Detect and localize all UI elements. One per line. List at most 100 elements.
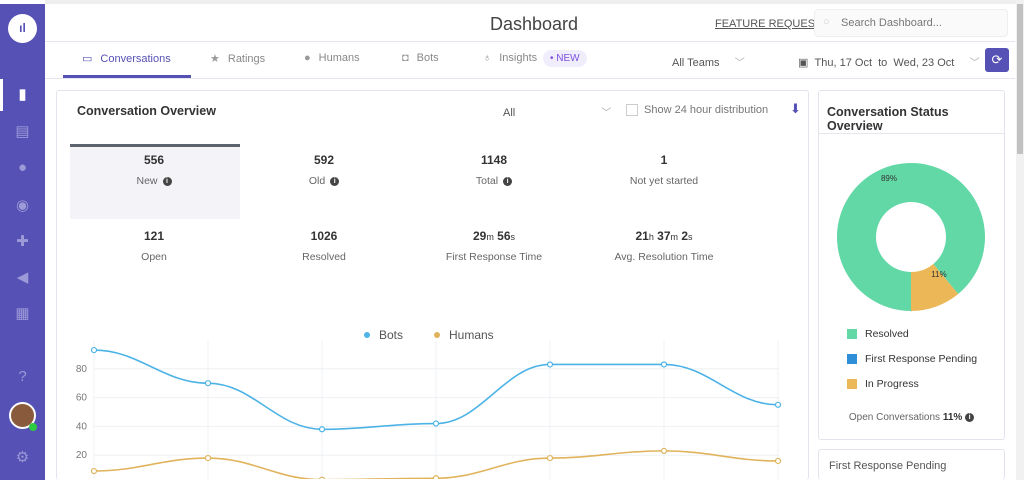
info-icon[interactable]: i: [162, 176, 172, 186]
checkbox-label: Show 24 hour distribution: [644, 104, 769, 116]
data-point[interactable]: [204, 380, 212, 387]
chevron-down-icon: ﹀: [601, 108, 612, 119]
bot-icon[interactable]: ◉: [15, 197, 30, 214]
overview-filter-select[interactable]: All ﹀: [503, 104, 611, 119]
refresh-button[interactable]: ⟳: [985, 48, 1009, 72]
stat-label: First Response Time: [410, 251, 578, 263]
scrollbar[interactable]: [1016, 0, 1024, 480]
legend-label: In Progress: [865, 378, 919, 390]
stat-resolved[interactable]: 1026 Resolved: [240, 229, 408, 263]
line-chart: 20 40 60 80 Bots Humans: [76, 328, 782, 479]
tab-humans[interactable]: ● Humans: [304, 52, 360, 64]
date-range-value: Thu, 17 Oct to Wed, 23 Oct: [814, 57, 955, 69]
divider: [45, 78, 1015, 79]
legend-label[interactable]: Humans: [449, 328, 494, 342]
settings-icon[interactable]: ⚙: [15, 449, 30, 466]
tab-insights[interactable]: ♁ Insights: [483, 52, 537, 64]
tab-conversations[interactable]: ▭ Conversations: [82, 52, 171, 65]
chevron-down-icon: ﹀: [969, 58, 980, 69]
y-tick-label: 40: [76, 421, 88, 432]
team-value: All Teams: [672, 57, 720, 69]
campaign-icon[interactable]: ◀: [16, 269, 29, 286]
data-point[interactable]: [774, 457, 782, 465]
info-icon[interactable]: i: [503, 176, 513, 186]
y-tick-label: 20: [76, 450, 88, 461]
data-point[interactable]: [204, 454, 212, 462]
team-select[interactable]: All Teams ﹀: [672, 54, 745, 69]
data-point[interactable]: [432, 420, 440, 427]
data-point[interactable]: [774, 401, 782, 408]
label-text: Old: [308, 175, 326, 187]
card-title: First Response Pending: [829, 460, 947, 472]
legend-label[interactable]: Bots: [379, 328, 403, 342]
stat-total[interactable]: 1148 Total i: [410, 153, 578, 187]
logo-icon[interactable]: ıl: [8, 14, 37, 43]
tab-ratings[interactable]: ★ Ratings: [210, 52, 265, 65]
open-value: 11%: [942, 412, 963, 423]
robot-icon: ◘: [402, 52, 409, 64]
integrations-icon[interactable]: ✚: [16, 233, 29, 250]
open-conversations: Open Conversations 11% i: [819, 412, 1004, 423]
open-label: Open Conversations: [848, 412, 941, 423]
person-icon: ●: [304, 52, 311, 64]
data-point[interactable]: [546, 361, 554, 368]
legend-swatch: [847, 354, 857, 365]
data-point[interactable]: [318, 426, 326, 433]
stat-avg-resolution-time[interactable]: 21h 37m 2s Avg. Resolution Time: [580, 229, 748, 263]
card-title: Conversation Status Overview: [827, 105, 949, 133]
divider: [45, 41, 1015, 42]
messages-icon[interactable]: ▤: [15, 123, 30, 140]
legend-label: Resolved: [865, 328, 909, 340]
stat-old[interactable]: 592 Old i: [240, 153, 408, 187]
stat-open[interactable]: 121 Open: [70, 229, 238, 263]
distribution-toggle[interactable]: Show 24 hour distribution: [626, 104, 769, 117]
data-point[interactable]: [318, 476, 326, 479]
data-point[interactable]: [660, 447, 668, 454]
stat-new[interactable]: 556 New i: [70, 153, 238, 187]
label-text: Total: [475, 175, 499, 187]
number: 21: [635, 229, 649, 243]
page-title: Dashboard: [490, 14, 579, 34]
unit: h: [648, 232, 654, 242]
legend-marker: [364, 332, 370, 338]
unit: m: [670, 232, 679, 242]
tab-label: Ratings: [227, 53, 266, 65]
scrollbar-thumb[interactable]: [1017, 4, 1023, 154]
legend-marker: [434, 332, 440, 338]
stat-first-response-time[interactable]: 29m 56s First Response Time: [410, 229, 578, 263]
checkbox[interactable]: [626, 104, 638, 117]
avatar[interactable]: [9, 402, 36, 429]
stat-not-yet-started[interactable]: 1 Not yet started: [580, 153, 748, 187]
data-point[interactable]: [90, 346, 98, 354]
date-range-picker[interactable]: ▣ Thu, 17 Oct to Wed, 23 Oct ﹀: [798, 54, 980, 69]
first-response-pending-card: First Response Pending: [818, 449, 1005, 480]
search-input[interactable]: ○ Search Dashboard...: [814, 9, 1008, 37]
users-icon[interactable]: ●: [17, 159, 28, 176]
stat-value: 556: [143, 153, 165, 167]
tab-bots[interactable]: ◘ Bots: [402, 52, 439, 64]
legend-label: First Response Pending: [865, 353, 978, 365]
slice-in-progress[interactable]: [911, 263, 959, 311]
search-icon: ○: [823, 16, 830, 28]
chevron-down-icon: ﹀: [734, 58, 745, 69]
help-icon[interactable]: ?: [18, 368, 27, 385]
docs-icon[interactable]: ▦: [15, 305, 30, 322]
info-icon[interactable]: i: [965, 412, 975, 422]
feature-request-link[interactable]: FEATURE REQUEST: [715, 18, 822, 30]
label-text: New: [136, 175, 158, 187]
data-point[interactable]: [546, 454, 554, 462]
active-tab-underline: [63, 75, 191, 78]
bulb-icon: ♁: [483, 52, 492, 64]
data-point[interactable]: [660, 361, 668, 368]
sidebar: ıl ▮ ▤ ● ◉ ✚ ◀ ▦ ? ⚙: [0, 4, 45, 480]
slice-resolved[interactable]: [837, 163, 985, 311]
download-icon[interactable]: ⬇: [790, 101, 801, 116]
tab-label: Conversations: [100, 53, 171, 65]
search-placeholder: Search Dashboard...: [841, 17, 942, 29]
analytics-icon[interactable]: ▮: [18, 86, 27, 103]
info-icon[interactable]: i: [330, 176, 340, 186]
data-point[interactable]: [432, 475, 440, 479]
stat-label: Resolved: [240, 251, 408, 263]
legend-resolved: Resolved: [847, 328, 909, 340]
data-point[interactable]: [90, 467, 98, 475]
